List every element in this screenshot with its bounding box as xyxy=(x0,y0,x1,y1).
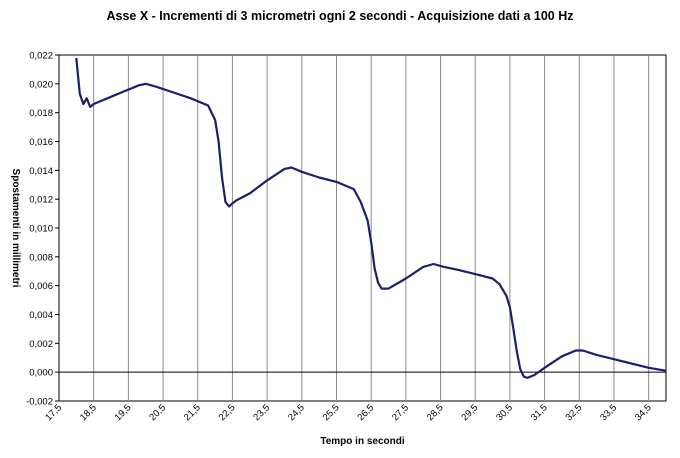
y-tick-label: 0,010 xyxy=(29,224,53,235)
y-tick-label: 0,022 xyxy=(29,51,53,62)
x-tick-label: 31,5 xyxy=(529,402,550,423)
x-tick-label: 21,5 xyxy=(182,402,203,423)
x-tick-label: 23,5 xyxy=(251,402,272,423)
y-tick-label: 0,004 xyxy=(29,310,53,321)
x-tick-label: 29,5 xyxy=(459,402,480,423)
y-tick-label: 0,020 xyxy=(29,79,53,90)
y-tick-label: 0,014 xyxy=(29,166,53,177)
x-tick-label: 25,5 xyxy=(321,402,342,423)
chart-title: Asse X - Incrementi di 3 micrometri ogni… xyxy=(106,9,574,23)
y-tick-label: 0,016 xyxy=(29,137,53,148)
series-line xyxy=(75,57,667,379)
y-axis-label: Spostamenti in millimetri xyxy=(10,169,21,288)
x-axis-ticks: 17,5 18,5 19,5 20,5 21,5 22,5 23,5 24,5 25,5 26,5… xyxy=(43,402,654,423)
y-tick-label: 0,012 xyxy=(29,195,53,206)
plot-area xyxy=(58,54,667,402)
x-tick-label: 32,5 xyxy=(564,402,585,423)
x-tick-label: 33,5 xyxy=(598,402,619,423)
y-tick-label: 0,018 xyxy=(29,108,53,119)
x-tick-label: 26,5 xyxy=(355,402,376,423)
x-tick-label: 24,5 xyxy=(286,402,307,423)
x-tick-label: 19,5 xyxy=(113,402,134,423)
y-tick-label: 0,006 xyxy=(29,281,53,292)
y-axis-ticks: -0,002 0,000 0,002 0,004 0,006 0,008 0,010 0,01… xyxy=(26,51,59,408)
x-tick-label: 30,5 xyxy=(494,402,515,423)
x-tick-label: 20,5 xyxy=(147,402,168,423)
x-tick-label: 34,5 xyxy=(633,402,654,423)
x-tick-label: 27,5 xyxy=(390,402,411,423)
y-tick-label: 0,008 xyxy=(29,252,53,263)
x-tick-label: 18,5 xyxy=(78,402,99,423)
x-tick-label: 22,5 xyxy=(217,402,238,423)
y-tick-label: 0,000 xyxy=(29,368,53,379)
x-axis-label: Tempo in secondi xyxy=(320,436,404,447)
grid-lines xyxy=(93,55,650,401)
x-tick-label: 28,5 xyxy=(425,402,446,423)
y-tick-label: 0,002 xyxy=(29,339,53,350)
y-tick-label: -0,002 xyxy=(26,397,53,408)
